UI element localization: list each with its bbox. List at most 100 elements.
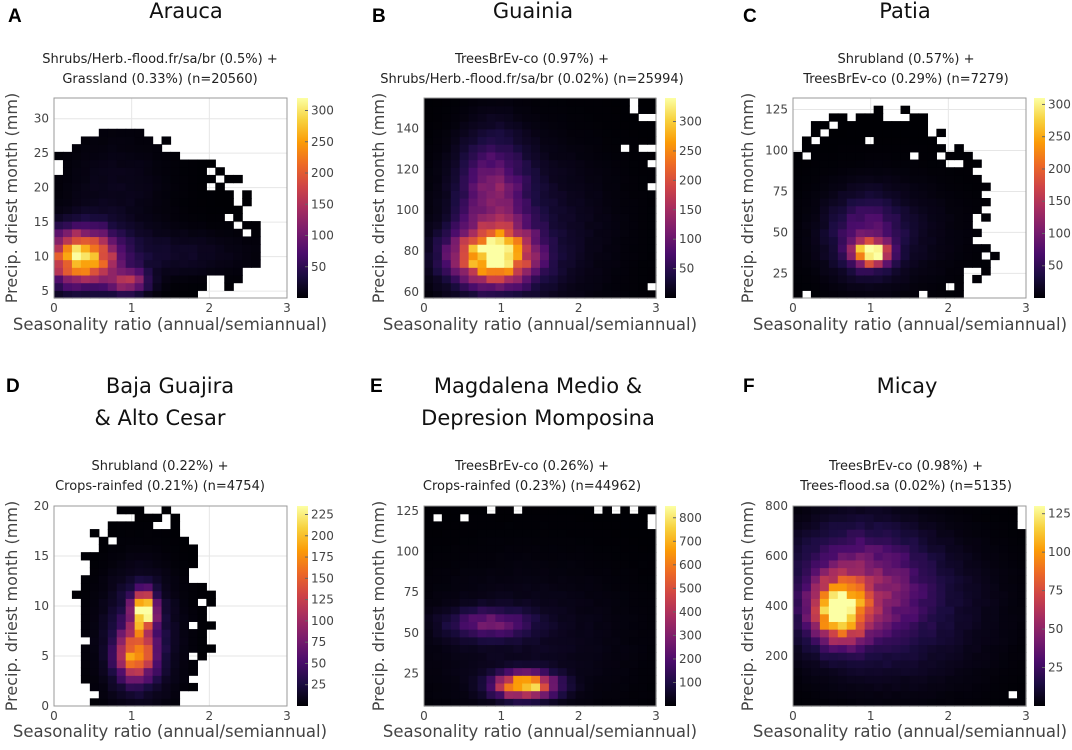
colorbar-tick-label: 250 — [1048, 130, 1071, 144]
heatmap-cell — [548, 190, 559, 199]
heatmap-cell — [477, 575, 488, 584]
heatmap-cell — [98, 159, 109, 168]
heatmap-cell — [593, 582, 604, 592]
heatmap-cell — [990, 251, 1000, 261]
heatmap-cell — [161, 682, 172, 692]
heatmap-cell — [432, 259, 443, 268]
heatmap-cell — [89, 236, 100, 245]
heatmap-cell — [477, 144, 488, 153]
heatmap-cell — [504, 652, 514, 661]
heatmap-cell — [620, 290, 630, 299]
heatmap-cell — [846, 644, 857, 653]
heatmap-cell — [810, 159, 821, 168]
heatmap-cell — [793, 621, 803, 630]
heatmap-cell — [557, 675, 568, 684]
heatmap-cell — [468, 236, 479, 245]
heatmap-cell — [837, 536, 848, 546]
heatmap-cell — [143, 659, 154, 669]
heatmap-cell — [837, 675, 848, 684]
heatmap-cell — [638, 121, 648, 130]
heatmap-cell — [873, 621, 884, 630]
heatmap-cell — [143, 274, 154, 284]
heatmap-cell — [900, 513, 911, 522]
heatmap-cell — [89, 613, 100, 622]
heatmap-cell — [620, 198, 630, 207]
heatmap-cell — [891, 236, 902, 245]
heatmap-cell — [98, 682, 109, 692]
colorbar-tick-label: 500 — [679, 581, 702, 595]
heatmap-cell — [98, 606, 109, 615]
heatmap-cell — [495, 652, 505, 661]
heatmap-cell — [846, 151, 857, 161]
heatmap-cell — [593, 521, 604, 530]
heatmap-cell — [855, 113, 866, 122]
heatmap-cell — [522, 174, 532, 184]
heatmap-cell — [927, 652, 937, 661]
heatmap-cell — [432, 144, 443, 153]
heatmap-cell — [900, 221, 911, 230]
heatmap-cell — [954, 582, 964, 592]
heatmap-cell — [882, 244, 893, 253]
heatmap-cell — [513, 659, 523, 669]
colorbar-tick-label: 225 — [311, 508, 334, 522]
heatmap-cell — [954, 290, 964, 299]
heatmap-cell — [954, 682, 964, 692]
heatmap-cell — [441, 221, 452, 230]
heatmap-cell — [486, 613, 496, 622]
heatmap-cell — [80, 590, 91, 599]
heatmap-cell — [936, 290, 946, 299]
heatmap-cell — [152, 544, 163, 553]
heatmap-cell — [197, 636, 207, 646]
heatmap-cell — [819, 675, 830, 684]
heatmap-cell — [116, 290, 127, 299]
heatmap-cell — [945, 174, 955, 184]
heatmap-cell — [837, 559, 848, 569]
heatmap-cell — [828, 544, 839, 553]
heatmap-cell — [531, 167, 541, 176]
heatmap-cell — [837, 606, 848, 615]
heatmap-cell — [864, 559, 875, 569]
heatmap-cell — [486, 159, 496, 168]
heatmap-cell — [522, 521, 532, 530]
heatmap-cell — [107, 567, 118, 576]
heatmap-cell — [450, 582, 461, 592]
heatmap-cell — [540, 267, 550, 276]
heatmap-cell — [188, 259, 198, 268]
heatmap-cell — [424, 113, 434, 122]
heatmap-cell — [819, 552, 830, 561]
heatmap-cell — [143, 198, 154, 207]
heatmap-cell — [927, 690, 937, 699]
heatmap-cell — [810, 128, 821, 138]
heatmap-cell — [611, 544, 621, 553]
x-tick-label: 2 — [575, 301, 583, 315]
colorbar-tick-label: 800 — [679, 511, 702, 525]
heatmap-cell — [450, 567, 461, 576]
heatmap-cell — [557, 113, 568, 122]
heatmap-cell — [584, 121, 595, 130]
heatmap-cell — [242, 221, 252, 230]
heatmap-cell — [900, 128, 911, 138]
heatmap-cell — [170, 151, 181, 161]
heatmap-cell — [486, 675, 496, 684]
heatmap-cell — [80, 613, 91, 622]
heatmap-cell — [972, 567, 982, 576]
heatmap-cell — [900, 559, 911, 569]
heatmap-cell — [837, 144, 848, 153]
heatmap-cell — [801, 675, 812, 684]
heatmap-cell — [71, 267, 82, 276]
heatmap-cell — [548, 167, 559, 176]
heatmap-cell — [855, 198, 866, 207]
heatmap-cell — [990, 567, 1000, 576]
colorbar-tick-label: 200 — [1048, 162, 1071, 176]
heatmap-cell — [548, 506, 559, 515]
heatmap-cell — [819, 136, 830, 145]
heatmap-cell — [611, 290, 621, 299]
heatmap-cell — [179, 644, 190, 653]
heatmap-cell — [170, 221, 181, 230]
heatmap-cell — [801, 682, 812, 692]
heatmap-cell — [450, 182, 461, 191]
heatmap-cell — [963, 213, 973, 222]
heatmap-cell — [918, 167, 929, 176]
heatmap-cell — [80, 251, 91, 261]
heatmap-cell — [864, 513, 875, 522]
